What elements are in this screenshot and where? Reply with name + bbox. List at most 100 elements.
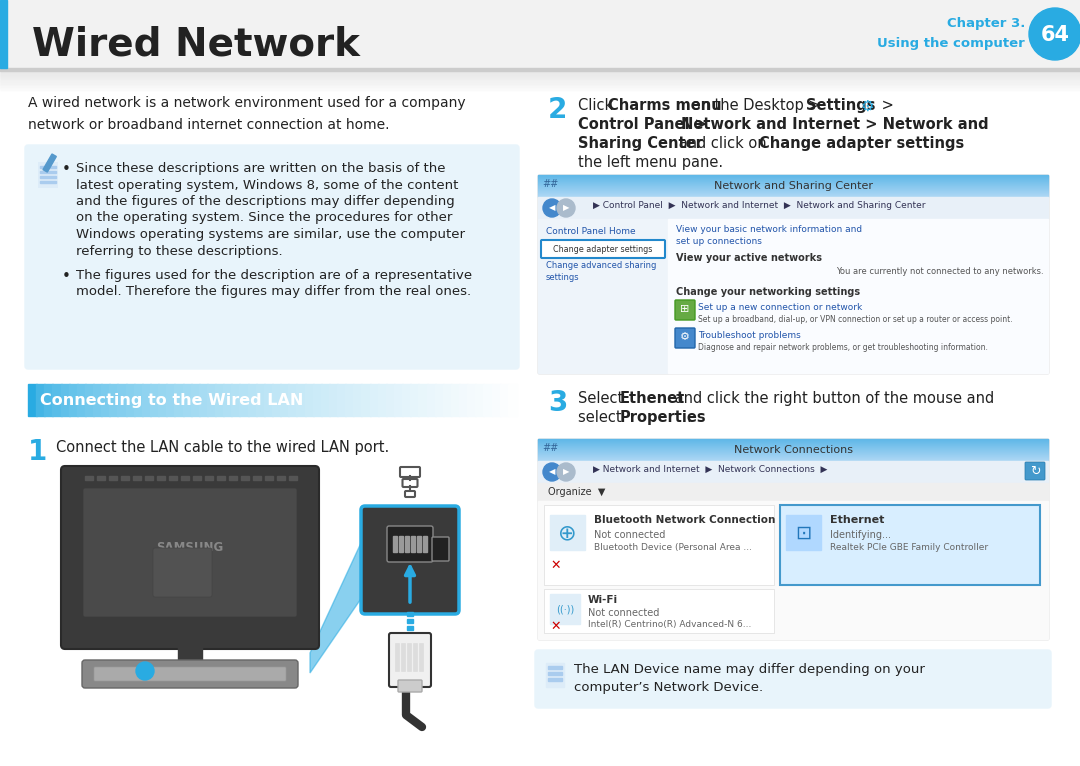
Bar <box>459 384 469 416</box>
Bar <box>272 384 281 416</box>
Bar <box>538 175 1048 176</box>
Text: on the Desktop >: on the Desktop > <box>687 98 825 113</box>
FancyBboxPatch shape <box>538 439 1048 639</box>
Bar <box>538 450 1048 451</box>
Bar <box>538 176 1048 177</box>
Bar <box>205 476 213 480</box>
Text: on the operating system. Since the procedures for other: on the operating system. Since the proce… <box>76 211 453 224</box>
Bar <box>109 476 117 480</box>
Bar <box>538 440 1048 441</box>
Text: Since these descriptions are written on the basis of the: Since these descriptions are written on … <box>76 162 446 175</box>
Bar <box>141 384 151 416</box>
Bar <box>102 384 110 416</box>
Bar <box>394 384 403 416</box>
FancyBboxPatch shape <box>82 660 298 688</box>
Bar <box>405 536 409 552</box>
FancyBboxPatch shape <box>60 466 319 649</box>
Bar <box>157 476 165 480</box>
Bar <box>125 384 135 416</box>
FancyBboxPatch shape <box>675 328 696 348</box>
Bar <box>538 461 1048 483</box>
Bar <box>168 476 177 480</box>
Text: View your basic network information and: View your basic network information and <box>676 225 862 234</box>
Text: Set up a broadband, dial-up, or VPN connection or set up a router or access poin: Set up a broadband, dial-up, or VPN conn… <box>698 315 1013 324</box>
Text: select: select <box>578 410 626 425</box>
Text: set up connections: set up connections <box>676 237 761 246</box>
Text: Select: Select <box>578 391 627 406</box>
Bar <box>538 483 1048 501</box>
Text: and click the right button of the mouse and: and click the right button of the mouse … <box>670 391 995 406</box>
Bar <box>538 441 1048 442</box>
Bar <box>402 384 411 416</box>
Bar <box>393 536 397 552</box>
Bar <box>337 384 347 416</box>
Bar <box>305 384 313 416</box>
Circle shape <box>136 662 154 680</box>
Bar <box>40 181 56 183</box>
Bar <box>491 384 501 416</box>
FancyBboxPatch shape <box>389 633 431 687</box>
FancyBboxPatch shape <box>153 548 212 597</box>
Bar <box>538 457 1048 458</box>
Text: 3: 3 <box>548 389 567 417</box>
Bar <box>399 536 403 552</box>
Text: ◀: ◀ <box>549 204 555 212</box>
Bar <box>538 452 1048 453</box>
Bar <box>0 86 1080 87</box>
Bar <box>231 384 241 416</box>
Bar <box>0 0 1080 68</box>
Text: ⊕: ⊕ <box>557 523 577 543</box>
Bar <box>427 384 435 416</box>
Bar <box>538 187 1048 188</box>
Text: ◀: ◀ <box>549 467 555 476</box>
Bar <box>484 384 492 416</box>
Bar <box>538 191 1048 192</box>
Bar <box>241 476 249 480</box>
Bar <box>43 154 56 172</box>
Bar <box>419 643 423 671</box>
Bar <box>550 515 585 550</box>
Text: Network and Sharing Center: Network and Sharing Center <box>714 181 873 191</box>
Text: Network and Internet > Network and: Network and Internet > Network and <box>681 117 988 132</box>
Bar <box>538 501 1048 639</box>
Bar <box>538 179 1048 180</box>
Bar <box>443 384 451 416</box>
Bar <box>538 439 1048 440</box>
Bar <box>550 594 580 624</box>
Bar <box>538 454 1048 455</box>
Bar <box>418 384 428 416</box>
Text: Realtek PCIe GBE Family Controller: Realtek PCIe GBE Family Controller <box>831 543 988 552</box>
Text: Diagnose and repair network problems, or get troubleshooting information.: Diagnose and repair network problems, or… <box>698 343 988 352</box>
Bar <box>166 384 175 416</box>
FancyBboxPatch shape <box>399 680 422 692</box>
Text: ✕: ✕ <box>550 559 561 572</box>
Bar <box>538 219 669 373</box>
Text: Troubleshoot problems: Troubleshoot problems <box>698 331 800 340</box>
Text: ↻: ↻ <box>1029 464 1040 477</box>
Text: Ethenet: Ethenet <box>620 391 685 406</box>
Bar <box>451 384 460 416</box>
Bar <box>40 176 56 178</box>
Bar <box>0 68 1080 71</box>
FancyBboxPatch shape <box>544 505 774 585</box>
Bar <box>538 446 1048 447</box>
FancyBboxPatch shape <box>538 175 1048 373</box>
Text: Change your networking settings: Change your networking settings <box>676 287 860 297</box>
Bar <box>395 643 399 671</box>
Bar <box>538 442 1048 443</box>
Bar <box>546 663 564 687</box>
Bar <box>97 476 105 480</box>
Bar <box>786 515 821 550</box>
Bar <box>207 384 216 416</box>
Bar <box>548 666 562 669</box>
Bar <box>193 476 201 480</box>
Bar <box>38 162 58 188</box>
Text: ▶: ▶ <box>563 204 569 212</box>
Bar <box>475 384 485 416</box>
Bar <box>313 384 322 416</box>
Bar <box>538 183 1048 184</box>
Text: Change advanced sharing
settings: Change advanced sharing settings <box>546 261 657 283</box>
Bar <box>538 186 1048 187</box>
Bar <box>538 196 1048 197</box>
Bar <box>538 449 1048 450</box>
